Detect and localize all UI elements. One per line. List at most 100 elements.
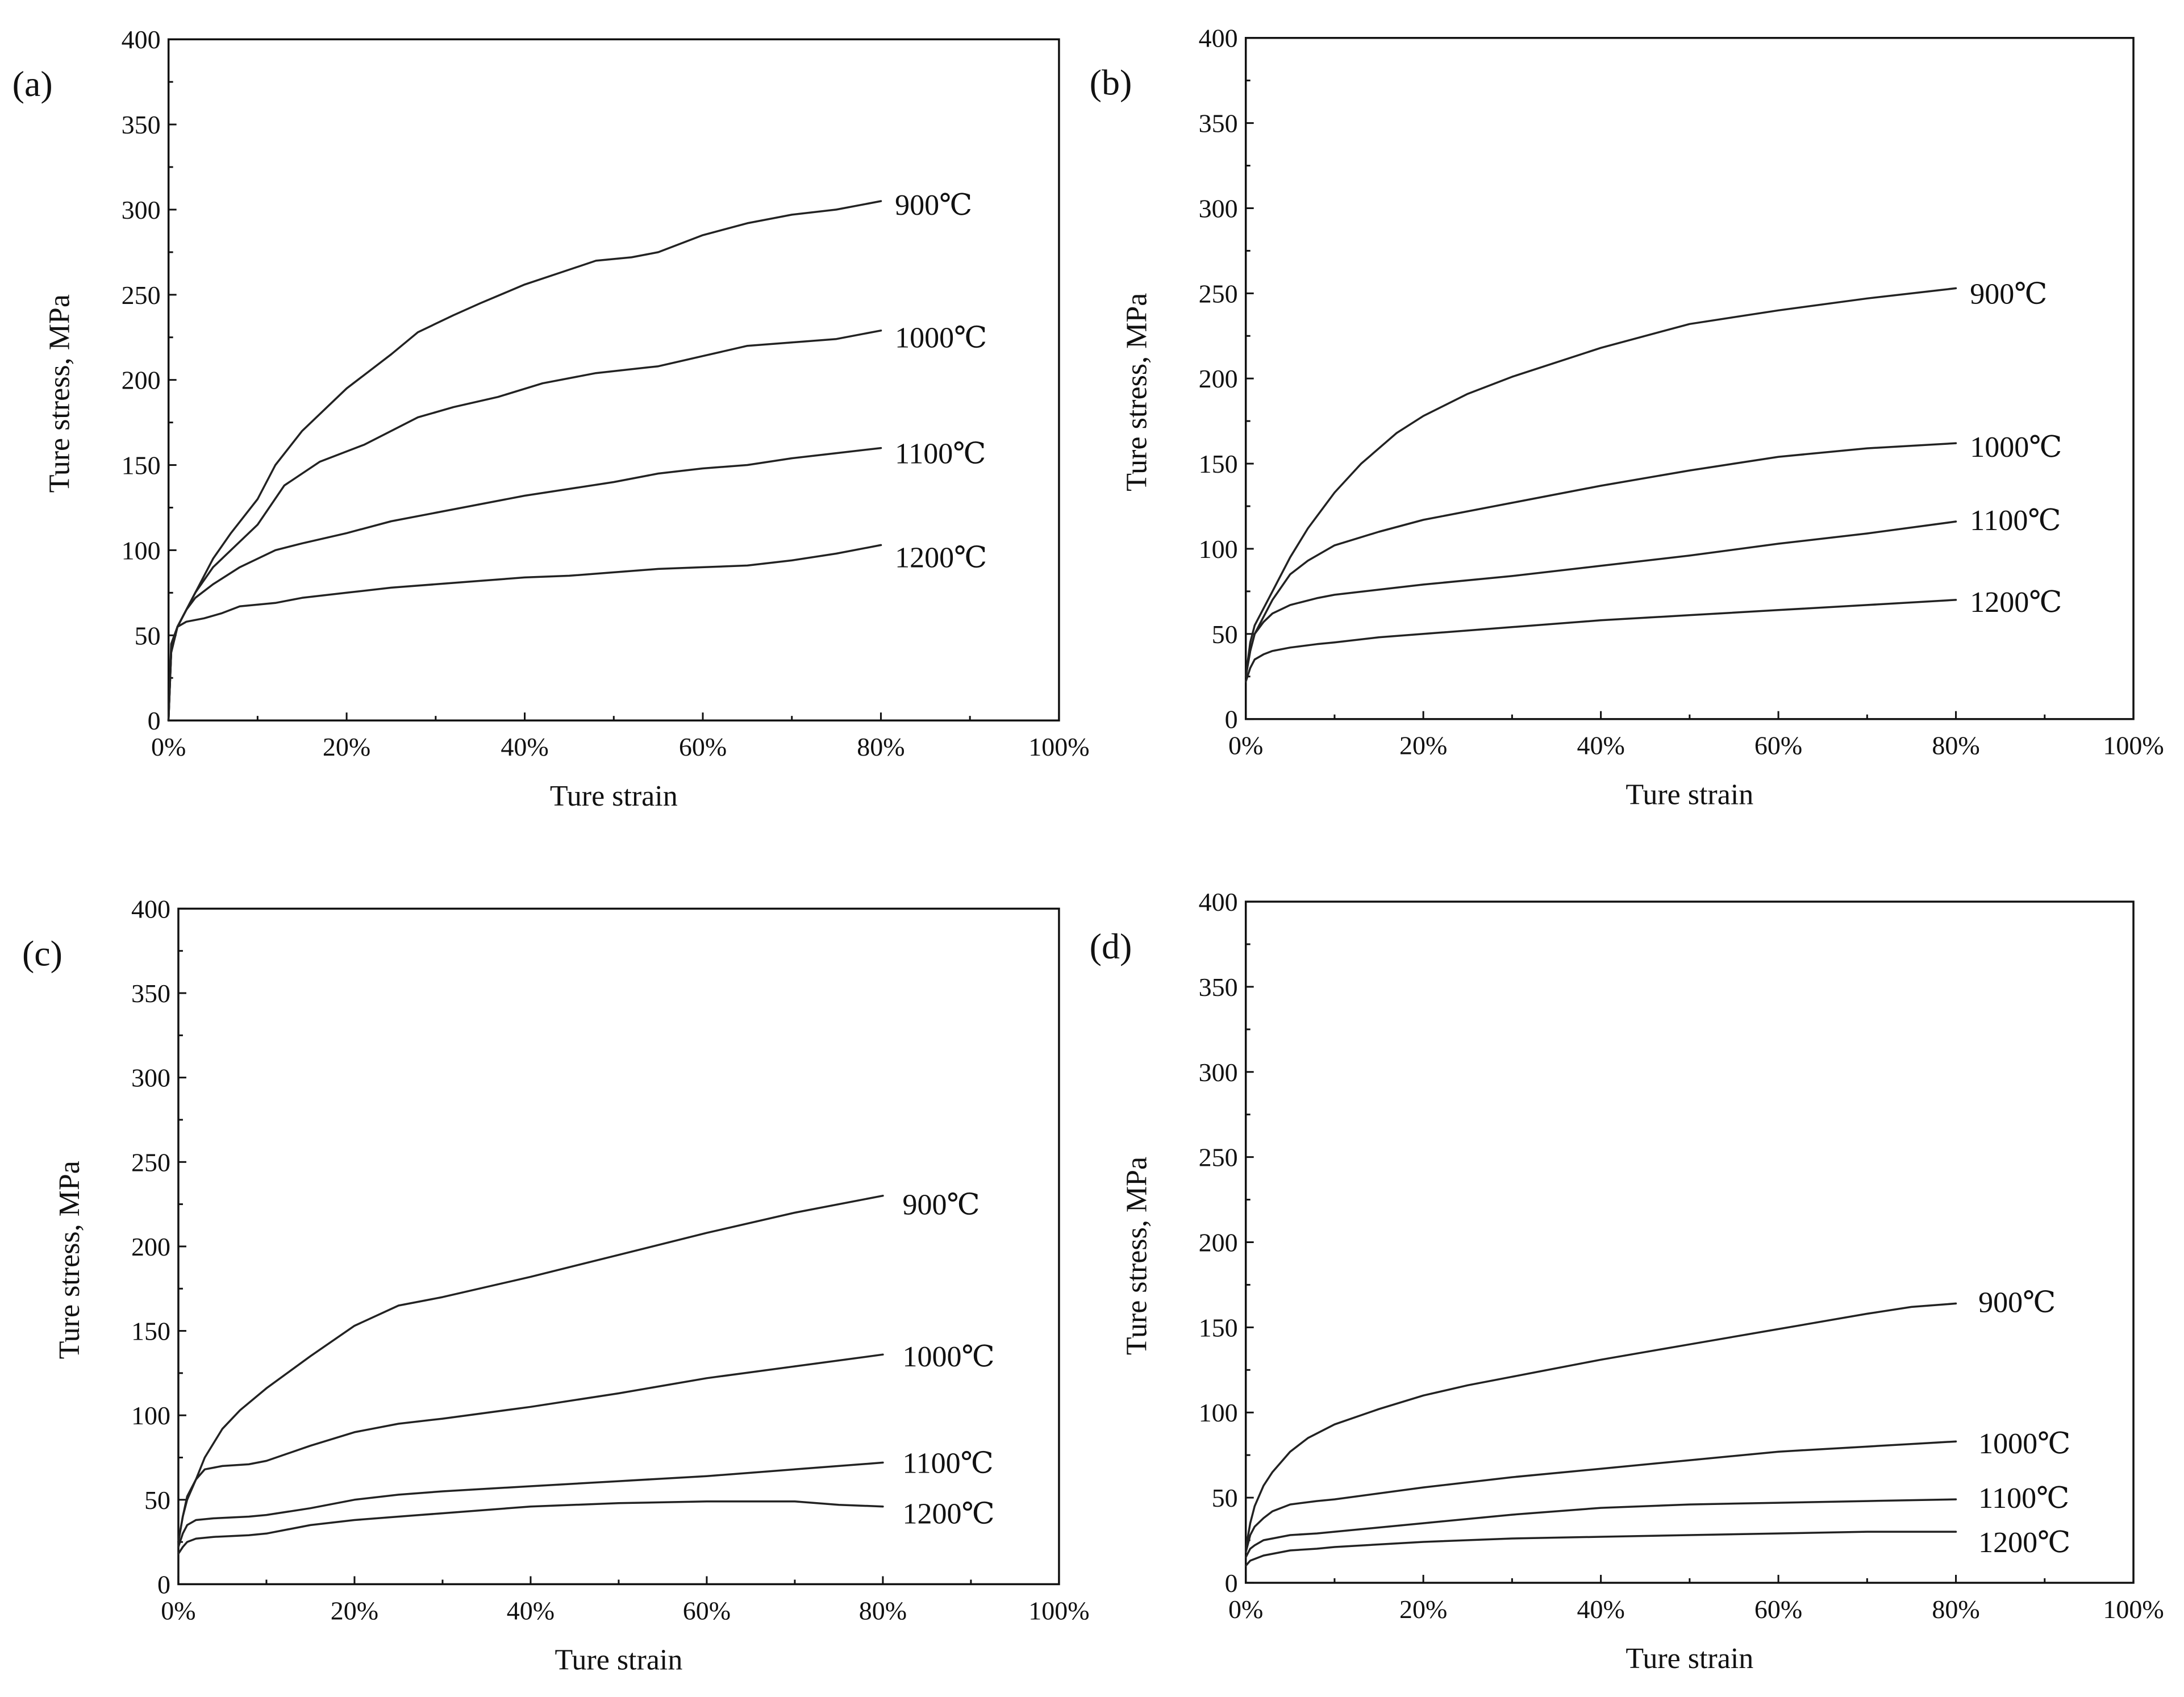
plot-frame	[177, 907, 1060, 1586]
y-tick-label: 50	[1212, 620, 1238, 649]
y-tick-label: 100	[1199, 535, 1238, 564]
panel-label: (d)	[1090, 926, 1132, 966]
x-tick-label: 80%	[1932, 731, 1979, 760]
x-tick-label: 60%	[1754, 1595, 1802, 1624]
y-tick-label: 0	[1225, 1569, 1238, 1598]
x-axis-title: Ture strain	[1626, 1642, 1753, 1675]
y-tick-label: 350	[122, 110, 161, 139]
series-line-1	[1244, 442, 1957, 678]
x-tick-label: 20%	[331, 1596, 378, 1625]
x-tick-label: 0%	[161, 1596, 195, 1625]
x-tick-label: 20%	[1399, 1595, 1447, 1624]
y-tick-label: 350	[1199, 973, 1238, 1002]
series-label: 900℃	[903, 1189, 980, 1221]
y-tick-label: 0	[148, 706, 161, 735]
series-line-1	[177, 1353, 884, 1543]
y-tick-label: 200	[131, 1232, 170, 1261]
series-line-0	[1244, 287, 1957, 678]
x-tick-label: 20%	[323, 732, 370, 761]
y-tick-label: 150	[131, 1317, 170, 1346]
plot-frame	[167, 38, 1060, 722]
chart-panel-c: 0 50 100 150 200 250 300 350 400 0% 20% 40% 60% 80% 10…	[22, 894, 1090, 1676]
series-label: 900℃	[895, 189, 972, 222]
y-tick-label: 300	[131, 1064, 170, 1093]
y-tick-label: 400	[1199, 887, 1238, 916]
x-tick-label: 0%	[1228, 731, 1263, 760]
series-label: 1000℃	[903, 1341, 995, 1373]
y-tick-label: 250	[1199, 279, 1238, 308]
series-label: 1100℃	[903, 1447, 994, 1479]
x-tick-label: 60%	[683, 1596, 731, 1625]
y-tick-label: 300	[1199, 1058, 1238, 1087]
y-tick-label: 400	[122, 25, 161, 54]
y-tick-label: 350	[1199, 109, 1238, 138]
series-label: 1000℃	[1978, 1428, 2070, 1460]
series-line-2	[167, 447, 882, 722]
x-tick-label: 40%	[1577, 731, 1624, 760]
y-tick-label: 250	[122, 281, 161, 310]
x-tick-label: 20%	[1399, 731, 1447, 760]
y-tick-label: 0	[157, 1570, 170, 1599]
y-axis-title: Ture stress, MPa	[53, 1161, 86, 1359]
y-tick-label: 150	[122, 451, 161, 480]
y-tick-label: 250	[131, 1148, 170, 1177]
x-tick-label: 60%	[679, 732, 727, 761]
y-axis-title: Ture stress, MPa	[44, 294, 76, 493]
series-label: 1100℃	[1970, 504, 2061, 537]
x-tick-label: 0%	[1228, 1595, 1263, 1624]
panel-label: (b)	[1090, 62, 1132, 103]
plot-frame	[1244, 900, 2135, 1584]
series-label: 1200℃	[1978, 1527, 2070, 1559]
y-tick-label: 50	[1212, 1483, 1238, 1512]
series-label: 900℃	[1970, 278, 2047, 310]
y-tick-label: 200	[1199, 364, 1238, 393]
y-tick-label: 200	[122, 366, 161, 395]
series-line-2	[177, 1461, 884, 1548]
series-line-3	[167, 544, 882, 722]
panel-label: (c)	[22, 933, 62, 973]
chart-panel-b: 0 50 100 150 200 250 300 350 400 0% 20% 40% 60% 80% 10…	[1090, 24, 2164, 811]
series-line-1	[167, 330, 882, 722]
x-tick-label: 100%	[2103, 1595, 2164, 1624]
y-tick-label: 400	[131, 894, 170, 923]
series-line-2	[1244, 1498, 1957, 1558]
series-label: 1200℃	[895, 541, 987, 574]
y-tick-label: 100	[122, 536, 161, 565]
series-label: 1200℃	[903, 1498, 995, 1531]
y-tick-label: 100	[131, 1401, 170, 1430]
series-line-2	[1244, 520, 1957, 678]
series-label: 900℃	[1978, 1286, 2056, 1319]
y-tick-label: 150	[1199, 449, 1238, 478]
series-line-3	[177, 1500, 884, 1555]
x-axis-title: Ture strain	[550, 780, 678, 812]
x-tick-label: 80%	[857, 732, 905, 761]
y-axis-title: Ture stress, MPa	[1121, 293, 1153, 491]
panel-label: (a)	[12, 64, 53, 104]
series-line-3	[1244, 1531, 1957, 1567]
y-tick-label: 50	[144, 1486, 170, 1515]
x-tick-label: 100%	[1028, 1596, 1089, 1625]
series-label: 1000℃	[895, 322, 987, 355]
y-tick-label: 350	[131, 979, 170, 1008]
x-tick-label: 100%	[2103, 731, 2164, 760]
x-tick-label: 80%	[1932, 1595, 1979, 1624]
series-label: 1100℃	[1978, 1482, 2069, 1515]
series-line-0	[1244, 1302, 1957, 1550]
y-tick-label: 400	[1199, 24, 1238, 53]
y-axis-title: Ture stress, MPa	[1121, 1157, 1153, 1355]
series-label: 1100℃	[895, 438, 986, 470]
x-axis-title: Ture strain	[1626, 779, 1753, 811]
x-tick-label: 100%	[1028, 732, 1089, 761]
x-tick-label: 40%	[1577, 1595, 1624, 1624]
x-axis-title: Ture strain	[555, 1644, 682, 1676]
series-label: 1200℃	[1970, 586, 2062, 619]
x-tick-label: 40%	[507, 1596, 555, 1625]
y-tick-label: 250	[1199, 1143, 1238, 1172]
y-tick-label: 300	[1199, 194, 1238, 223]
x-tick-label: 40%	[501, 732, 548, 761]
y-tick-label: 150	[1199, 1313, 1238, 1342]
chart-panel-d: 0 50 100 150 200 250 300 350 400 0% 20% 40% 60% 80% 10…	[1090, 887, 2164, 1675]
chart-panel-a: 0 50 100 150 200 250 300 350 400 0% 20% 40% 60% 80% 10…	[12, 25, 1090, 812]
x-tick-label: 0%	[151, 732, 186, 761]
